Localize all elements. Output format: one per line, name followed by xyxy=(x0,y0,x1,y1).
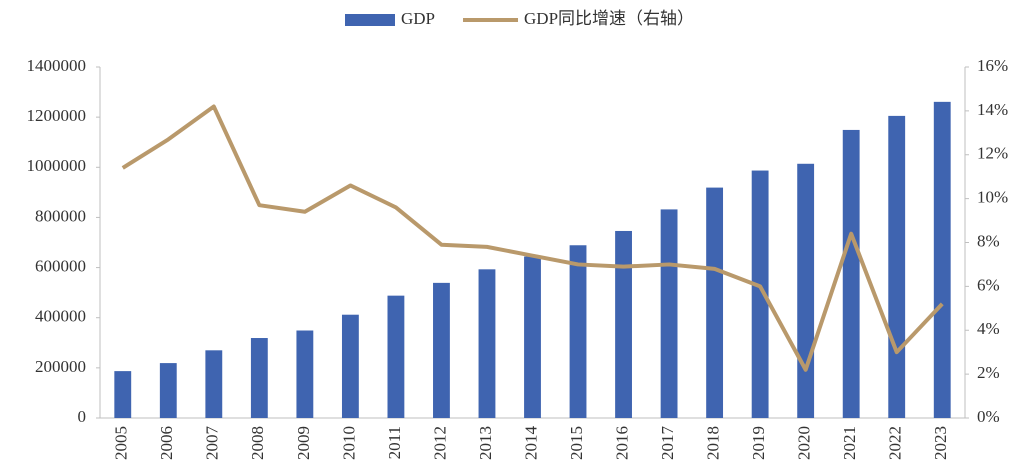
line xyxy=(121,104,944,372)
x-tick-label: 2013 xyxy=(476,426,495,460)
y2-tick-label: 14% xyxy=(977,100,1008,119)
bar xyxy=(751,170,769,418)
y2-tick-label: 4% xyxy=(977,319,1000,338)
x-tick-label: 2011 xyxy=(385,426,404,459)
bar xyxy=(159,363,177,418)
legend-label: GDP同比增速（右轴） xyxy=(524,9,694,28)
x-tick-label: 2023 xyxy=(931,426,950,460)
y-tick-label: 800000 xyxy=(35,206,86,225)
bar xyxy=(205,350,223,418)
y-tick-label: 600000 xyxy=(35,256,86,275)
x-tick-label: 2015 xyxy=(567,426,586,460)
bar xyxy=(387,295,405,418)
bar xyxy=(615,230,632,418)
bar xyxy=(569,245,587,418)
bar xyxy=(842,129,860,418)
y-tick-label: 200000 xyxy=(35,357,86,376)
y2-tick-label: 16% xyxy=(977,56,1008,75)
y-tick-label: 1200000 xyxy=(27,106,87,125)
legend-label: GDP xyxy=(401,9,435,28)
x-tick-label: 2014 xyxy=(521,426,540,461)
y2-tick-label: 6% xyxy=(977,275,1000,294)
y-tick-label: 1000000 xyxy=(27,156,87,175)
y-tick-label: 400000 xyxy=(35,307,86,326)
x-tick-label: 2020 xyxy=(795,426,814,460)
x-tick-label: 2008 xyxy=(248,426,267,460)
bar xyxy=(250,338,268,418)
bar xyxy=(933,101,951,418)
bar xyxy=(706,187,724,418)
x-tick-label: 2017 xyxy=(658,426,677,461)
x-tick-label: 2009 xyxy=(294,426,313,460)
bar xyxy=(114,371,132,418)
y2-tick-label: 2% xyxy=(977,363,1000,382)
x-tick-label: 2006 xyxy=(157,426,176,460)
y2-tick-label: 10% xyxy=(977,188,1008,207)
y2-tick-label: 8% xyxy=(977,231,1000,250)
bar xyxy=(797,163,815,418)
x-tick-label: 2021 xyxy=(840,426,859,460)
bar xyxy=(660,209,678,418)
bar xyxy=(341,314,359,418)
x-tick-label: 2005 xyxy=(112,426,131,460)
y2-tick-label: 0% xyxy=(977,407,1000,426)
x-tick-label: 2007 xyxy=(203,426,222,461)
bar xyxy=(888,115,906,418)
x-tick-label: 2016 xyxy=(612,426,631,460)
bar xyxy=(478,269,496,418)
y-tick-label: 1400000 xyxy=(27,56,87,75)
x-tick-label: 2012 xyxy=(430,426,449,460)
bar xyxy=(433,282,450,418)
bar xyxy=(524,256,541,418)
y2-tick-label: 12% xyxy=(977,144,1008,163)
x-tick-label: 2019 xyxy=(749,426,768,460)
bar xyxy=(296,330,314,418)
x-tick-label: 2022 xyxy=(886,426,905,460)
legend-swatch xyxy=(345,14,395,26)
x-tick-label: 2010 xyxy=(339,426,358,460)
x-tick-label: 2018 xyxy=(704,426,723,460)
y-tick-label: 0 xyxy=(78,407,87,426)
